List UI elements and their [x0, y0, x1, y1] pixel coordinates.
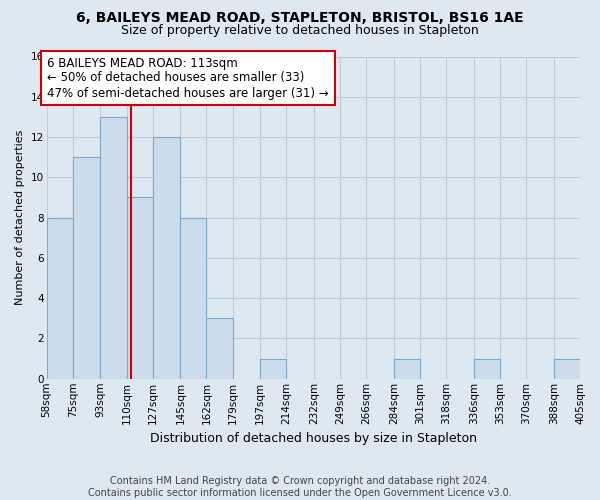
Text: Contains HM Land Registry data © Crown copyright and database right 2024.
Contai: Contains HM Land Registry data © Crown c…	[88, 476, 512, 498]
Bar	[47, 218, 73, 379]
Bar	[474, 358, 500, 379]
Y-axis label: Number of detached properties: Number of detached properties	[15, 130, 25, 306]
Bar	[73, 157, 100, 379]
Bar	[260, 358, 286, 379]
Bar	[100, 117, 127, 379]
Bar	[206, 318, 233, 379]
Bar	[394, 358, 420, 379]
Bar	[127, 198, 152, 379]
X-axis label: Distribution of detached houses by size in Stapleton: Distribution of detached houses by size …	[150, 432, 477, 445]
Text: Size of property relative to detached houses in Stapleton: Size of property relative to detached ho…	[121, 24, 479, 37]
Bar	[554, 358, 580, 379]
Bar	[181, 218, 206, 379]
Bar	[152, 137, 181, 379]
Text: 6, BAILEYS MEAD ROAD, STAPLETON, BRISTOL, BS16 1AE: 6, BAILEYS MEAD ROAD, STAPLETON, BRISTOL…	[76, 11, 524, 25]
Text: 6 BAILEYS MEAD ROAD: 113sqm
← 50% of detached houses are smaller (33)
47% of sem: 6 BAILEYS MEAD ROAD: 113sqm ← 50% of det…	[47, 56, 329, 100]
